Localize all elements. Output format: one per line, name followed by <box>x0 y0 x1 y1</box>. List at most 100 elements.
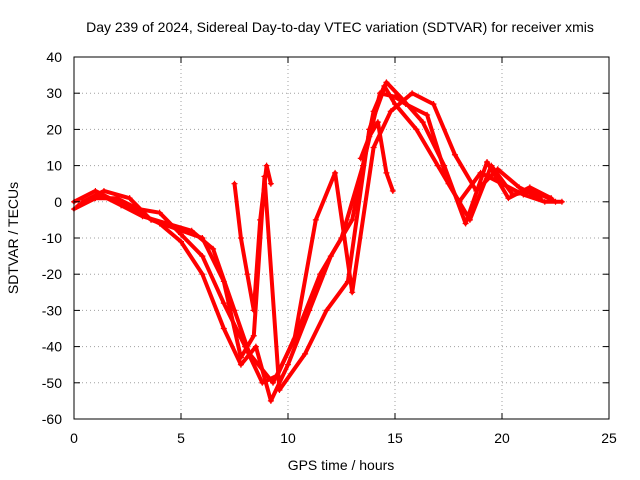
x-tick-label: 20 <box>494 430 510 446</box>
data-point <box>126 195 133 202</box>
data-point <box>526 184 533 191</box>
data-point <box>79 198 86 205</box>
data-point <box>252 343 259 350</box>
data-point <box>267 397 274 404</box>
y-tick-label: -30 <box>42 302 62 318</box>
x-tick-label: 10 <box>280 430 296 446</box>
data-point <box>267 180 274 187</box>
data-point <box>75 202 82 209</box>
data-point <box>317 271 324 278</box>
data-point <box>400 97 407 104</box>
data-point <box>374 119 381 126</box>
data-point <box>516 184 523 191</box>
data-point <box>424 111 431 118</box>
data-point <box>484 158 491 165</box>
data-point <box>323 307 330 314</box>
data-point <box>366 133 373 140</box>
data-point <box>237 235 244 241</box>
data-point <box>494 166 501 173</box>
data-point <box>139 213 146 220</box>
axis-ticks <box>73 56 610 420</box>
y-tick-label: 40 <box>46 49 62 65</box>
data-point <box>199 235 206 241</box>
data-point <box>276 387 283 394</box>
data-point <box>220 300 227 307</box>
data-point <box>199 253 206 260</box>
data-point <box>231 180 238 187</box>
data-point <box>285 361 291 368</box>
data-point <box>409 90 416 97</box>
data-point <box>199 271 206 278</box>
data-point <box>552 198 559 205</box>
data-point <box>246 350 253 357</box>
data-point <box>537 195 544 202</box>
y-tick-label: -60 <box>42 411 62 427</box>
series-layer <box>71 79 565 404</box>
data-point <box>259 379 266 386</box>
data-point <box>231 307 238 314</box>
data-point <box>370 144 377 151</box>
data-point <box>419 119 426 126</box>
data-point <box>244 271 251 278</box>
data-point <box>541 198 548 205</box>
x-tick-labels: 0 5 10 15 20 25 <box>70 430 617 446</box>
y-tick-label: -20 <box>42 266 62 282</box>
x-tick-label: 25 <box>601 430 617 446</box>
data-point <box>210 245 217 252</box>
y-tick-label: -40 <box>42 339 62 355</box>
data-point <box>220 325 227 332</box>
y-tick-label: -50 <box>42 375 62 391</box>
data-point <box>332 169 339 176</box>
data-point <box>383 169 390 176</box>
x-tick-label: 5 <box>177 430 185 446</box>
data-point <box>441 162 448 169</box>
data-point <box>451 151 458 158</box>
x-axis-label: GPS time / hours <box>288 457 395 473</box>
data-point <box>250 307 257 314</box>
data-point <box>548 195 555 202</box>
data-point <box>156 209 163 216</box>
y-tick-labels: -60 -50 -40 -30 -20 -10 0 10 20 30 40 <box>42 49 62 427</box>
y-tick-label: 0 <box>54 194 62 210</box>
grid <box>74 57 609 419</box>
data-point <box>220 278 227 285</box>
data-point <box>413 126 420 133</box>
data-point <box>312 216 319 223</box>
data-point <box>237 354 244 361</box>
series-track-4 <box>79 79 555 394</box>
data-point <box>430 101 437 108</box>
data-point <box>558 198 565 205</box>
data-point <box>263 162 270 169</box>
data-point <box>237 361 244 368</box>
y-tick-label: 30 <box>46 85 62 101</box>
data-point <box>387 108 394 115</box>
data-point <box>357 155 364 162</box>
y-axis-label: SDTVAR / TECUs <box>5 182 21 294</box>
data-point <box>257 216 264 223</box>
data-point <box>270 379 277 386</box>
data-point <box>505 195 512 202</box>
data-point <box>302 350 309 357</box>
series-trace <box>72 84 564 403</box>
data-point <box>344 278 351 285</box>
data-point <box>250 332 257 339</box>
data-point <box>349 216 356 223</box>
data-point <box>383 79 390 86</box>
x-tick-label: 15 <box>387 430 403 446</box>
y-tick-label: 20 <box>46 121 62 137</box>
data-point <box>349 289 356 296</box>
data-point <box>392 93 398 100</box>
data-point <box>148 216 155 223</box>
y-tick-label: -10 <box>42 230 62 246</box>
data-point <box>462 220 469 227</box>
data-point <box>100 187 107 194</box>
y-tick-label: 10 <box>46 158 62 174</box>
data-point <box>178 238 184 245</box>
data-point <box>434 162 441 169</box>
chart-title: Day 239 of 2024, Sidereal Day-to-day VTE… <box>86 19 594 35</box>
data-point <box>118 202 125 209</box>
data-point <box>389 187 396 194</box>
data-point <box>92 187 99 194</box>
